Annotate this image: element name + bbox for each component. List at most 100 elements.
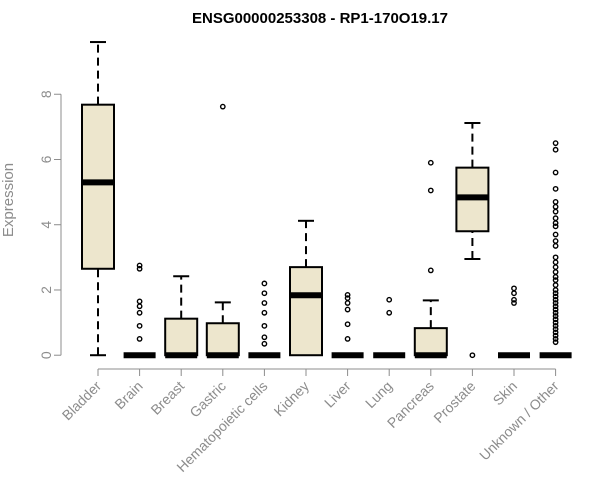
box-kidney [289,219,323,357]
plot-area [81,41,572,359]
outlier-point [552,293,559,300]
x-tick-label: Lung [362,378,395,411]
box-unknown-other [539,140,572,359]
outlier-point [344,321,351,328]
y-tick-label: 8 [38,90,54,98]
outlier-point [261,300,268,306]
y-axis-title: Expression [0,163,17,237]
outlier-point [552,290,559,297]
outlier-point [552,274,559,280]
outlier-point [386,309,393,316]
outlier-point [261,309,268,316]
outlier-point [552,215,559,222]
outlier-point [552,300,559,306]
outlier-point [136,265,143,272]
iqr-box [289,266,323,357]
outlier-point [552,254,559,261]
box-pancreas [413,159,448,359]
outlier-point [511,285,517,292]
outlier-point [552,332,559,339]
iqr-box [205,322,240,357]
outlier-point [136,298,143,305]
outlier-point [136,336,143,342]
outlier-point [552,146,559,153]
box-hematopoietic-cells [248,280,281,359]
y-axis: 0 2 4 6 8 [38,90,62,359]
y-tick-label: 6 [38,155,54,163]
outlier-point [427,267,434,274]
x-tick-label: Unknown / Other [476,378,562,464]
chart-title: ENSG00000253308 - RP1-170O19.17 [192,10,448,27]
outlier-point [552,316,559,323]
box-skin [498,285,530,359]
x-tick-label: Bladder [59,378,105,424]
outlier-point [552,169,559,176]
outlier-point [261,340,268,347]
x-tick-label: Breast [147,378,187,418]
outlier-point [552,238,559,244]
outlier-point [552,259,559,266]
outlier-point [552,287,559,293]
outlier-point [344,291,351,298]
x-tick-label: Prostate [430,378,478,426]
outlier-point [552,303,559,310]
outlier-point [344,295,351,302]
outlier-point [511,300,517,306]
x-tick-label: Kidney [271,378,313,420]
outlier-point [219,103,226,110]
outlier-point [552,336,559,342]
outlier-point [261,334,268,341]
y-tick-label: 2 [38,286,54,294]
outlier-point [136,309,143,316]
outlier-point [552,140,559,147]
box-brain [123,262,156,359]
outlier-point [552,208,559,215]
outlier-point [511,290,517,297]
outlier-point [136,262,143,269]
box-lung [373,296,406,359]
box-breast [164,275,199,359]
x-tick-label: Brain [111,378,145,412]
outlier-point [261,322,268,329]
outlier-point [511,296,517,303]
outlier-point [552,231,559,238]
outlier-point [552,306,559,313]
outlier-point [552,326,559,333]
outlier-point [552,322,559,329]
box-prostate [455,121,490,359]
outlier-point [552,198,559,205]
outlier-point [552,269,559,275]
outlier-point [552,185,559,192]
outlier-point [552,264,559,271]
outlier-point [552,243,559,249]
outlier-point [552,339,559,346]
x-tick-label: Liver [321,378,354,411]
outlier-point [552,296,559,303]
outlier-point [552,309,559,316]
outlier-point [136,303,143,310]
outlier-point [552,277,559,284]
outlier-point [552,329,559,336]
y-tick-label: 4 [38,221,54,229]
outlier-point [552,223,559,230]
outlier-point [386,296,393,303]
outlier-point [552,220,559,226]
outlier-point [427,187,434,194]
iqr-box [164,317,199,357]
outlier-point [344,336,351,342]
outlier-point [344,300,351,306]
y-tick-label: 0 [38,351,54,359]
outlier-point [552,319,559,326]
outlier-point [552,203,559,210]
outlier-point [136,322,143,329]
box-liver [331,291,364,359]
outlier-point [552,313,559,319]
outlier-point [427,159,434,166]
outlier-point [261,280,268,287]
box-gastric [205,103,240,359]
outlier-point [469,352,476,359]
x-tick-label: Skin [490,378,521,409]
outlier-point [552,282,559,288]
